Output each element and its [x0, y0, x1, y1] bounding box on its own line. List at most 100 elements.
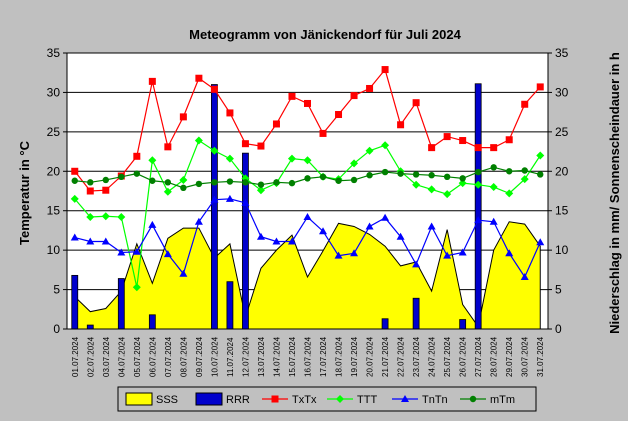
x-tick-label: 27.07.2024: [474, 336, 483, 377]
point-tntn: [194, 217, 203, 225]
point-tntn: [319, 227, 328, 235]
point-mtm: [273, 179, 280, 186]
bar-rrr: [381, 318, 389, 330]
y-tick-label: 0: [53, 322, 60, 336]
point-txtx: [366, 84, 374, 92]
point-txtx: [397, 121, 405, 129]
point-mtm: [459, 175, 466, 182]
x-tick-label: 04.07.2024: [117, 336, 126, 377]
y-tick-label: 15: [47, 204, 61, 218]
x-tick-label: 12.07.2024: [241, 336, 250, 377]
bar-rrr: [117, 278, 125, 330]
point-tntn: [365, 222, 374, 230]
point-tntn: [241, 198, 250, 206]
x-tick-label: 05.07.2024: [133, 336, 142, 377]
point-ttt: [194, 136, 203, 145]
point-ttt: [427, 185, 436, 194]
chart-title: Meteogramm von Jänickendorf für Juli 202…: [189, 27, 461, 42]
point-txtx: [71, 167, 79, 175]
point-txtx: [148, 77, 156, 85]
y2-tick-label: 25: [555, 125, 569, 139]
x-tick-label: 24.07.2024: [428, 336, 437, 377]
y-axis-label-left: Temperatur in °C: [17, 140, 32, 245]
point-mtm: [521, 167, 528, 174]
point-txtx: [304, 99, 311, 107]
point-mtm: [474, 168, 482, 176]
point-txtx: [536, 83, 544, 91]
point-ttt: [381, 141, 390, 150]
point-tntn: [272, 237, 281, 245]
point-txtx: [210, 85, 218, 93]
y2-tick-label: 35: [555, 46, 569, 60]
point-ttt: [70, 194, 79, 203]
legend: SSS RRR TxTx TTT TnTn mTm: [117, 386, 537, 412]
x-tick-label: 13.07.2024: [257, 336, 266, 377]
point-tntn: [536, 238, 545, 246]
point-tntn: [396, 232, 405, 240]
point-mtm: [226, 178, 234, 185]
bar-rrr: [474, 83, 482, 330]
point-tntn: [256, 232, 265, 240]
point-txtx: [381, 66, 389, 74]
point-mtm: [211, 179, 218, 186]
point-txtx: [195, 74, 203, 82]
point-txtx: [226, 109, 234, 117]
point-txtx: [443, 133, 451, 141]
point-tntn: [381, 213, 390, 221]
x-tick-label: 19.07.2024: [350, 336, 359, 377]
point-mtm: [257, 181, 265, 188]
x-tick-label: 16.07.2024: [304, 336, 313, 377]
x-tick-label: 25.07.2024: [443, 336, 452, 377]
point-tntn: [505, 249, 514, 257]
legend-label-rrr: RRR: [226, 394, 250, 406]
bar-rrr: [148, 314, 156, 330]
legend-marker-tntn: [401, 395, 409, 402]
x-tick-label: 18.07.2024: [335, 336, 344, 377]
point-mtm: [71, 177, 78, 184]
point-tntn: [443, 251, 452, 259]
point-tntn: [163, 250, 172, 258]
x-tick-label: 01.07.2024: [71, 336, 80, 377]
point-txtx: [505, 136, 513, 144]
point-ttt: [225, 154, 234, 163]
point-mtm: [428, 172, 435, 179]
point-ttt: [179, 175, 188, 184]
bar-rrr: [211, 84, 218, 330]
point-ttt: [458, 179, 467, 188]
x-tick-label: 28.07.2024: [490, 336, 499, 377]
point-ttt: [256, 186, 265, 195]
bar-rrr: [459, 319, 467, 330]
point-mtm: [366, 172, 373, 179]
point-tntn: [350, 249, 359, 257]
x-tick-label: 11.07.2024: [226, 337, 235, 377]
x-tick-label: 06.07.2024: [148, 336, 157, 377]
x-tick-label: 02.07.2024: [86, 336, 95, 377]
point-mtm: [397, 170, 404, 177]
point-ttt: [101, 212, 110, 221]
point-ttt: [474, 180, 483, 189]
legend-swatch-sss: [125, 392, 153, 406]
point-mtm: [133, 170, 141, 177]
point-txtx: [521, 100, 529, 108]
point-txtx: [272, 120, 280, 128]
x-tick-label: 23.07.2024: [412, 336, 421, 377]
x-tick-label: 03.07.2024: [102, 336, 111, 377]
point-tntn: [86, 237, 95, 245]
point-ttt: [489, 183, 498, 192]
point-txtx: [164, 143, 172, 151]
point-ttt: [148, 156, 157, 165]
point-ttt: [505, 189, 514, 198]
x-tick-label: 09.07.2024: [195, 336, 204, 377]
point-mtm: [537, 171, 544, 178]
legend-marker-txtx: [271, 395, 279, 403]
point-txtx: [319, 129, 327, 137]
point-ttt: [210, 146, 219, 155]
x-tick-label: 29.07.2024: [505, 336, 514, 377]
point-tntn: [412, 260, 421, 268]
plot-border: [66, 52, 549, 330]
x-tick-label: 21.07.2024: [381, 336, 390, 377]
y-tick-label: 10: [47, 243, 61, 257]
point-tntn: [101, 237, 110, 245]
point-tntn: [132, 247, 141, 255]
